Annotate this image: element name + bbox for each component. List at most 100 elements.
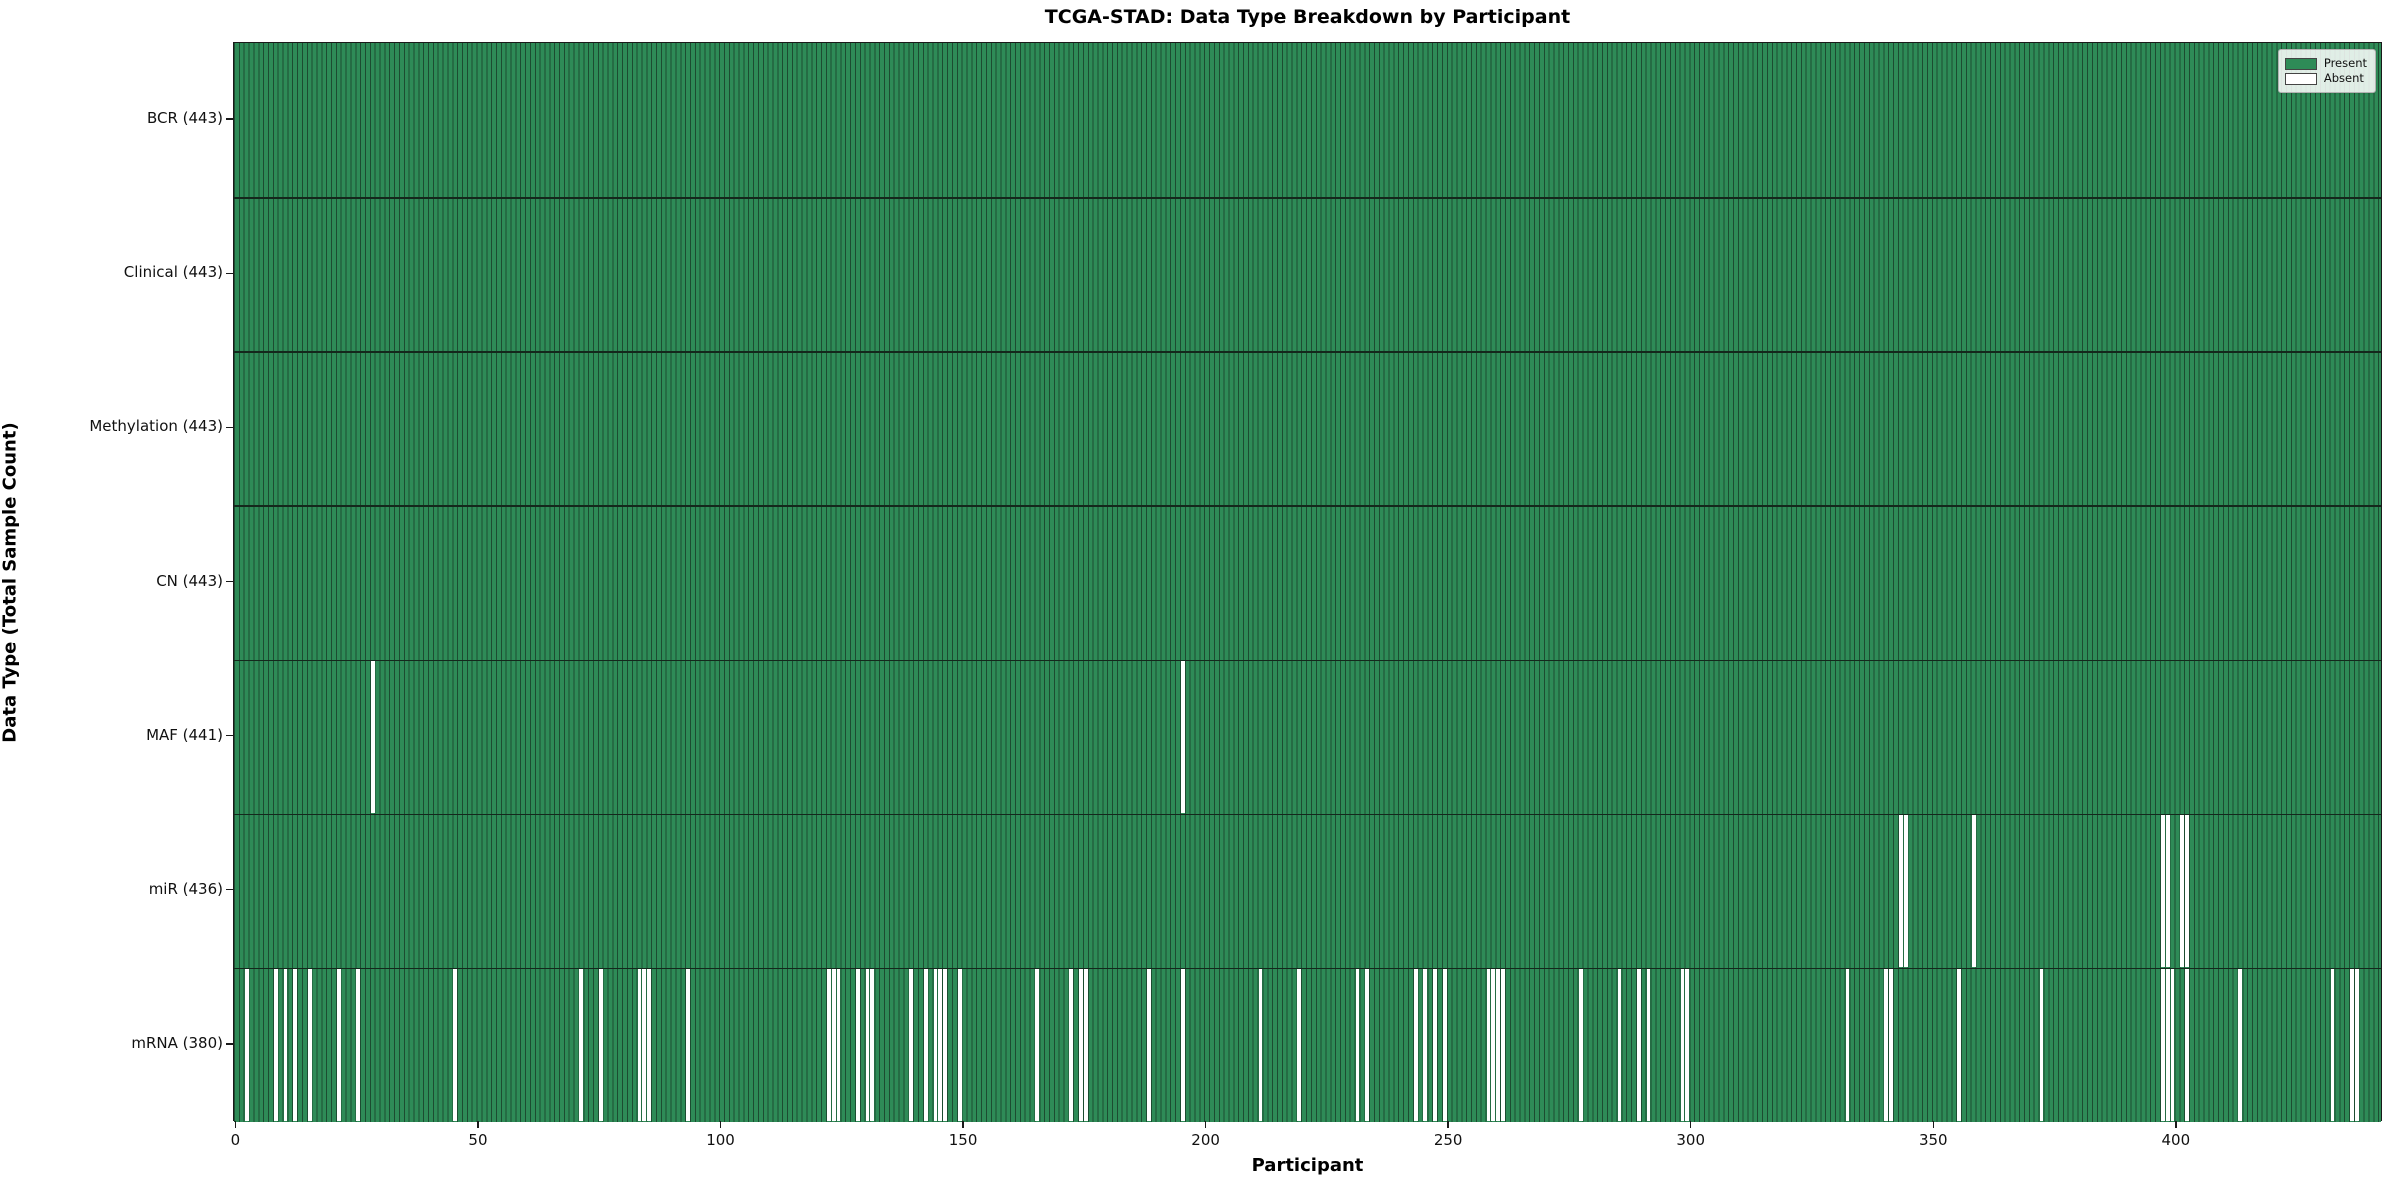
row-divider xyxy=(234,505,2381,507)
absent-bar xyxy=(1079,968,1083,1121)
absent-bar xyxy=(865,968,870,1121)
absent-bar xyxy=(1035,968,1040,1121)
y-tick-mark xyxy=(226,118,233,120)
absent-bar xyxy=(1898,814,1903,967)
absent-bar xyxy=(943,968,948,1121)
absent-bar xyxy=(2160,968,2165,1121)
absent-bar xyxy=(637,968,642,1121)
absent-bar xyxy=(2330,968,2335,1121)
y-tick-label-bcr: BCR (443) xyxy=(146,109,223,128)
y-tick-label-cn: CN (443) xyxy=(156,571,223,590)
absent-bar xyxy=(356,968,361,1121)
absent-bar xyxy=(1884,968,1889,1121)
absent-bar xyxy=(1889,968,1894,1121)
x-tick-label: 250 xyxy=(1433,1131,1463,1149)
absent-bar xyxy=(273,968,278,1121)
absent-bar xyxy=(1486,968,1491,1121)
absent-bar xyxy=(2185,814,2189,967)
absent-bar xyxy=(1297,968,1302,1121)
absent-bar xyxy=(2180,814,2185,967)
x-tick-label: 0 xyxy=(230,1131,241,1149)
x-tick-label: 300 xyxy=(1676,1131,1706,1149)
x-tick-mark xyxy=(1204,1121,1207,1128)
absent-bar xyxy=(855,968,860,1121)
absent-bar xyxy=(831,968,836,1121)
legend-swatch-absent xyxy=(2284,72,2317,85)
heatmap-row-mir xyxy=(234,813,2381,968)
absent-bar xyxy=(642,968,647,1121)
y-tick-mark xyxy=(226,1043,233,1045)
x-tick-label: 100 xyxy=(706,1131,735,1149)
x-tick-label: 150 xyxy=(948,1131,978,1149)
absent-bar xyxy=(1903,814,1908,967)
x-tick-mark xyxy=(234,1121,237,1128)
y-tick-mark xyxy=(226,580,233,583)
absent-bar xyxy=(370,660,375,813)
absent-bar xyxy=(923,968,928,1121)
row-divider xyxy=(234,351,2381,353)
heatmap-row-methylation xyxy=(234,351,2381,506)
heatmap-row-mrna xyxy=(234,967,2381,1122)
absent-bar xyxy=(1180,660,1185,813)
x-tick-mark xyxy=(1447,1121,1449,1128)
x-tick-mark xyxy=(1690,1121,1692,1128)
y-tick-label-maf: MAF (441) xyxy=(146,725,223,744)
absent-bar xyxy=(1617,968,1622,1121)
heatmap-row-clinical xyxy=(234,197,2381,352)
x-tick-label: 200 xyxy=(1191,1131,1220,1149)
absent-bar xyxy=(1971,814,1976,967)
y-tick-mark xyxy=(226,426,233,429)
y-tick-label-methylation: Methylation (443) xyxy=(89,417,223,436)
absent-bar xyxy=(909,968,914,1121)
x-tick-mark xyxy=(962,1121,964,1128)
absent-bar xyxy=(2170,968,2175,1121)
row-divider xyxy=(234,659,2381,661)
row-divider xyxy=(234,197,2381,199)
row-divider xyxy=(234,967,2381,970)
absent-bar xyxy=(1957,968,1961,1121)
y-tick-mark xyxy=(226,889,233,891)
x-tick-mark xyxy=(1932,1121,1934,1128)
x-tick-label: 350 xyxy=(1918,1131,1948,1149)
y-tick-mark xyxy=(226,734,233,737)
absent-bar xyxy=(1496,968,1501,1121)
absent-bar xyxy=(933,968,938,1121)
absent-bar xyxy=(1685,968,1690,1121)
absent-bar xyxy=(1636,968,1641,1121)
legend: Present Absent xyxy=(2277,49,2376,93)
absent-bar xyxy=(1423,968,1428,1121)
absent-bar xyxy=(1578,968,1583,1121)
absent-bar xyxy=(647,968,652,1121)
absent-bar xyxy=(2039,968,2044,1121)
legend-entry-absent: Absent xyxy=(2284,71,2367,85)
absent-bar xyxy=(336,968,341,1121)
absent-bar xyxy=(307,968,312,1121)
legend-swatch-present xyxy=(2284,57,2317,70)
absent-bar xyxy=(2160,814,2165,967)
y-tick-label-mir: miR (436) xyxy=(148,879,223,898)
absent-bar xyxy=(2165,814,2170,967)
absent-bar xyxy=(938,968,943,1121)
absent-bar xyxy=(1433,968,1438,1121)
absent-bar xyxy=(2354,968,2359,1121)
heatmap-row-bcr xyxy=(234,43,2381,198)
x-tick-label: 50 xyxy=(468,1131,488,1149)
absent-bar xyxy=(957,968,962,1121)
x-tick-label: 400 xyxy=(2161,1131,2191,1149)
heatmap-row-cn xyxy=(234,505,2381,660)
y-tick-label-mrna: mRNA (380) xyxy=(131,1033,223,1052)
absent-bar xyxy=(1491,968,1496,1121)
absent-bar xyxy=(1845,968,1850,1121)
absent-bar xyxy=(1646,968,1651,1121)
legend-label: Absent xyxy=(2323,71,2364,85)
absent-bar xyxy=(1680,968,1685,1121)
x-axis-label: Participant xyxy=(1251,1155,1364,1176)
x-tick-mark xyxy=(2175,1121,2177,1128)
absent-bar xyxy=(826,968,831,1121)
legend-entry-present: Present xyxy=(2284,57,2367,70)
absent-bar xyxy=(1083,968,1088,1121)
absent-bar xyxy=(244,968,249,1121)
y-tick-label-clinical: Clinical (443) xyxy=(123,263,223,282)
absent-bar xyxy=(1501,968,1505,1121)
